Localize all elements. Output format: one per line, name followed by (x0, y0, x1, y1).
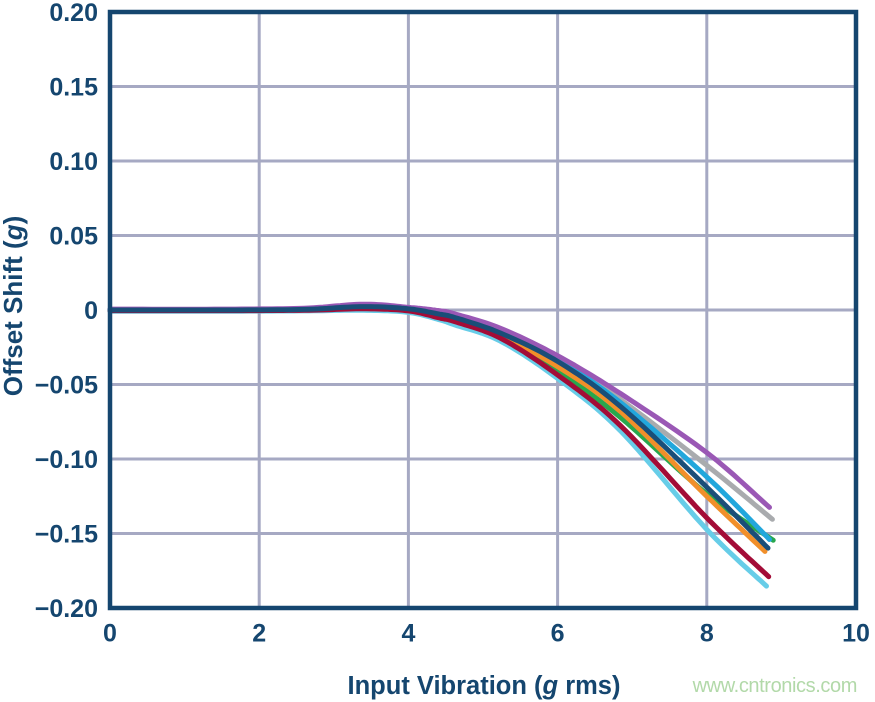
svg-text:0.15: 0.15 (49, 74, 98, 102)
svg-text:0.10: 0.10 (49, 148, 98, 176)
svg-text:−0.10: −0.10 (35, 446, 98, 474)
svg-text:Input Vibration (g rms): Input Vibration (g rms) (348, 672, 621, 700)
svg-text:Offset Shift (g): Offset Shift (g) (0, 216, 28, 397)
svg-text:6: 6 (551, 620, 565, 648)
svg-text:4: 4 (401, 620, 415, 648)
svg-text:−0.15: −0.15 (35, 521, 98, 549)
svg-text:www.cntronics.com: www.cntronics.com (692, 675, 857, 697)
svg-text:0: 0 (84, 297, 98, 325)
svg-text:2: 2 (252, 620, 266, 648)
svg-text:10: 10 (842, 620, 870, 648)
svg-text:0.05: 0.05 (49, 223, 98, 251)
svg-text:8: 8 (700, 620, 714, 648)
svg-text:−0.20: −0.20 (35, 595, 98, 623)
svg-text:0: 0 (103, 620, 117, 648)
svg-text:−0.05: −0.05 (35, 372, 98, 400)
svg-text:0.20: 0.20 (49, 0, 98, 27)
